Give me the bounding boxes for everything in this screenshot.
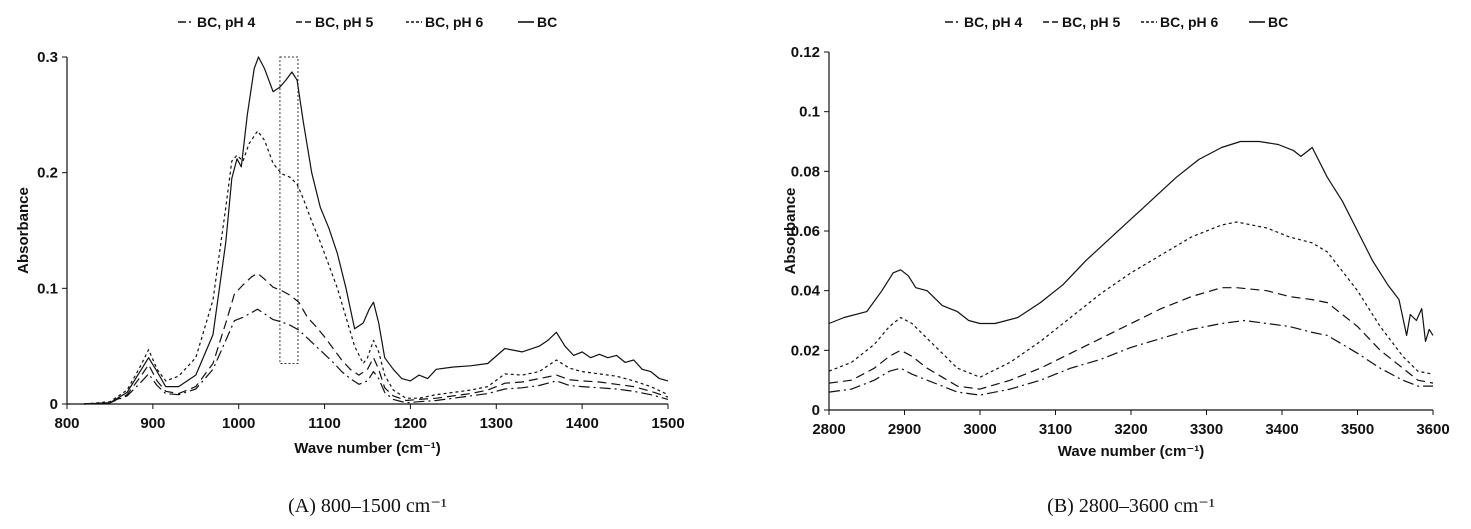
series-line-bc-ph-6: [84, 130, 669, 405]
x-tick-label: 3600: [1416, 421, 1449, 438]
x-tick-label: 1500: [651, 415, 684, 432]
chart-b: 0 0.02 0.04 0.06 0.08 0.1 0.12 2800 2900 3000 3100…: [782, 14, 1450, 517]
x-tick-label: 1000: [222, 415, 255, 432]
series-line-bc-ph-4: [828, 319, 1433, 396]
x-tick-label: 2900: [888, 421, 921, 438]
y-tick-label: 0: [812, 402, 820, 419]
y-axis-title: Absorbance: [15, 187, 32, 274]
chart-caption: (B) 2800–3600 cm⁻¹: [1047, 495, 1215, 517]
x-tick-label: 3300: [1190, 421, 1223, 438]
series-line-bc: [84, 56, 669, 405]
series-line-bc-ph-4: [84, 308, 669, 405]
y-tick-label: 0.1: [799, 104, 820, 121]
y-tick-label: 0.12: [791, 44, 820, 61]
chart-caption: (A) 800–1500 cm⁻¹: [288, 495, 447, 517]
legend-label: BC, pH 4: [197, 14, 256, 30]
y-tick-label: 0.06: [791, 223, 820, 240]
y-axis-title: Absorbance: [782, 188, 799, 275]
y-tick-label: 0.3: [37, 49, 58, 66]
x-tick-label: 3500: [1341, 421, 1374, 438]
series-line-bc-ph-5: [828, 287, 1434, 390]
y-tick-label: 0.2: [37, 165, 58, 182]
x-tick-label: 1400: [565, 415, 598, 432]
legend-label: BC: [1268, 14, 1288, 30]
x-tick-label: 1100: [308, 415, 341, 432]
x-axis-title: Wave number (cm⁻¹): [294, 440, 441, 457]
legend-label: BC, pH 4: [964, 14, 1023, 30]
series-line-bc: [828, 140, 1434, 342]
x-tick-label: 3100: [1039, 421, 1072, 438]
legend-label: BC, pH 6: [425, 14, 484, 30]
legend-label: BC, pH 6: [1160, 14, 1219, 30]
x-tick-label: 1200: [394, 415, 427, 432]
x-tick-label: 3200: [1114, 421, 1147, 438]
y-tick-label: 0.08: [791, 163, 820, 180]
x-tick-label: 800: [54, 415, 79, 432]
y-tick-label: 0.02: [791, 342, 820, 359]
series-line-bc-ph-6: [828, 221, 1434, 378]
legend-label: BC, pH 5: [1062, 14, 1121, 30]
y-tick-label: 0.1: [37, 280, 58, 297]
x-tick-label: 900: [140, 415, 165, 432]
y-tick-label: 0.04: [791, 283, 821, 300]
x-axis-title: Wave number (cm⁻¹): [1058, 443, 1205, 460]
chart-a: 0 0.1 0.2 0.3 800 900 1000 1100 1200 1300 1400 1500…: [15, 14, 685, 517]
legend-label: BC: [537, 14, 557, 30]
highlight-box: [279, 56, 299, 365]
y-tick-label: 0: [50, 396, 58, 413]
x-tick-label: 1300: [480, 415, 513, 432]
legend-label: BC, pH 5: [315, 14, 374, 30]
x-tick-label: 3400: [1265, 421, 1298, 438]
series-line-bc-ph-5: [84, 272, 669, 405]
x-tick-label: 2800: [812, 421, 845, 438]
x-tick-label: 3000: [963, 421, 996, 438]
